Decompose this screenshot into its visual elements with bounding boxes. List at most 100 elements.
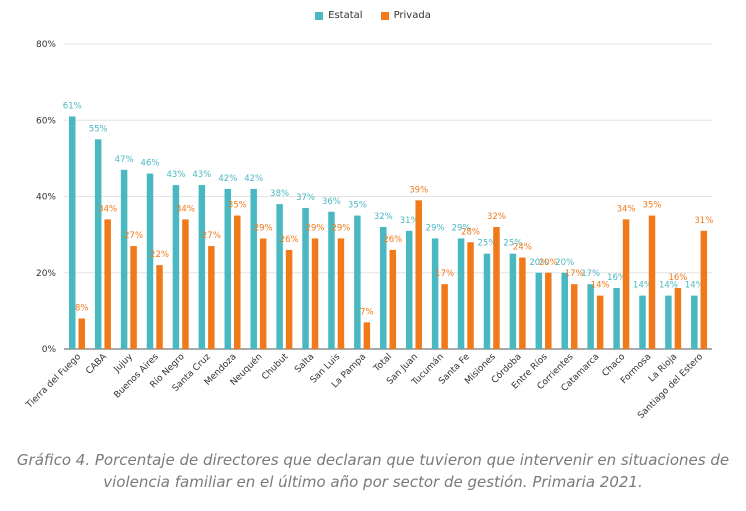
legend-item-privada[interactable]: Privada: [380, 10, 431, 21]
chart-legend: Estatal Privada: [0, 10, 746, 21]
data-label-privada: 17%: [565, 269, 584, 279]
x-tick-label: Salta: [293, 352, 316, 375]
bar-estatal[interactable]: [302, 207, 309, 349]
bar-privada[interactable]: [596, 295, 604, 349]
bar-privada[interactable]: [104, 219, 111, 349]
data-label-privada: 22%: [150, 250, 169, 260]
legend-item-estatal[interactable]: Estatal: [315, 10, 363, 21]
bar-estatal[interactable]: [120, 169, 128, 349]
bar-privada[interactable]: [622, 219, 630, 349]
data-label-privada: 32%: [487, 212, 506, 222]
bar-privada[interactable]: [441, 284, 448, 349]
data-label-privada: 17%: [435, 269, 454, 279]
bar-privada[interactable]: [519, 257, 526, 350]
x-tick-label: Jujuy: [112, 352, 136, 376]
bar-privada[interactable]: [467, 242, 474, 349]
bar-estatal[interactable]: [94, 139, 102, 349]
bar-estatal[interactable]: [561, 272, 568, 349]
data-label-estatal: 29%: [426, 223, 445, 233]
bar-estatal[interactable]: [198, 185, 206, 349]
bar-estatal[interactable]: [457, 238, 465, 349]
data-label-privada: 29%: [254, 223, 273, 233]
data-label-estatal: 25%: [503, 239, 522, 249]
data-label-estatal: 32%: [374, 212, 393, 222]
bar-estatal[interactable]: [146, 173, 154, 349]
y-tick-label: 80%: [36, 40, 56, 50]
data-label-estatal: 14%: [685, 281, 704, 291]
data-label-estatal: 55%: [89, 124, 108, 134]
data-label-privada: 14%: [591, 281, 610, 291]
chart-caption: Gráfico 4. Porcentaje de directores que …: [16, 451, 730, 491]
bar-estatal[interactable]: [639, 295, 646, 349]
x-tick-label: Tierra del Fuego: [24, 352, 83, 411]
data-label-estatal: 35%: [348, 201, 367, 211]
data-label-estatal: 17%: [581, 269, 600, 279]
bar-estatal[interactable]: [224, 188, 232, 349]
data-label-privada: 39%: [409, 185, 428, 195]
data-label-privada: 31%: [694, 216, 713, 226]
data-label-privada: 7%: [360, 307, 374, 317]
legend-swatch-estatal: [315, 11, 324, 20]
data-label-estatal: 47%: [115, 155, 134, 165]
bar-estatal[interactable]: [691, 295, 698, 349]
data-label-estatal: 42%: [218, 174, 237, 184]
data-label-estatal: 43%: [166, 170, 185, 180]
bar-estatal[interactable]: [405, 230, 413, 349]
data-label-privada: 27%: [124, 231, 143, 241]
data-label-privada: 35%: [643, 201, 662, 211]
data-label-estatal: 42%: [244, 174, 263, 184]
data-label-estatal: 29%: [452, 223, 471, 233]
bar-estatal[interactable]: [613, 288, 620, 349]
bar-privada[interactable]: [648, 215, 656, 349]
bar-privada[interactable]: [389, 249, 397, 349]
bar-privada[interactable]: [156, 265, 163, 349]
bar-privada[interactable]: [182, 219, 189, 349]
bar-privada[interactable]: [208, 246, 215, 349]
data-label-privada: 34%: [98, 204, 117, 214]
bar-privada[interactable]: [545, 272, 552, 349]
bar-estatal[interactable]: [354, 215, 361, 349]
bar-privada[interactable]: [311, 238, 319, 349]
bar-privada[interactable]: [700, 230, 708, 349]
bar-privada[interactable]: [363, 322, 371, 349]
bar-privada[interactable]: [415, 200, 422, 349]
bar-chart: 0% 20% 40% 60% 80% 61% 8% Tierra del Fuego 55% 34…: [24, 40, 713, 421]
data-label-privada: 26%: [383, 235, 402, 245]
bar-privada[interactable]: [674, 288, 682, 349]
data-label-estatal: 43%: [192, 170, 211, 180]
data-label-privada: 16%: [668, 273, 687, 283]
data-label-privada: 24%: [513, 243, 532, 253]
bar-privada[interactable]: [234, 215, 241, 349]
data-label-privada: 35%: [228, 201, 247, 211]
y-tick-label: 40%: [36, 193, 56, 203]
bar-privada[interactable]: [130, 246, 137, 349]
bar-privada[interactable]: [259, 238, 267, 349]
bar-estatal[interactable]: [69, 116, 76, 349]
bar-estatal[interactable]: [328, 211, 335, 349]
bar-estatal[interactable]: [380, 227, 387, 349]
data-label-estatal: 31%: [400, 216, 419, 226]
bar-estatal[interactable]: [509, 253, 517, 349]
bar-estatal[interactable]: [172, 185, 180, 349]
bar-privada[interactable]: [337, 238, 345, 349]
data-label-estatal: 25%: [478, 239, 497, 249]
bar-privada[interactable]: [285, 249, 293, 349]
data-label-privada: 28%: [461, 227, 480, 237]
data-label-estatal: 46%: [141, 159, 160, 169]
legend-swatch-privada: [380, 11, 389, 20]
bar-privada[interactable]: [493, 227, 500, 349]
data-label-estatal: 20%: [529, 258, 548, 268]
bar-estatal[interactable]: [250, 188, 257, 349]
bar-estatal[interactable]: [535, 272, 543, 349]
data-label-estatal: 16%: [607, 273, 626, 283]
bar-privada[interactable]: [78, 318, 86, 350]
legend-label-privada: Privada: [393, 10, 431, 21]
bar-estatal[interactable]: [276, 204, 283, 349]
y-tick-label: 60%: [36, 116, 56, 126]
bar-privada[interactable]: [570, 284, 578, 349]
bar-estatal[interactable]: [483, 253, 491, 349]
bar-estatal[interactable]: [587, 284, 594, 349]
bar-estatal[interactable]: [665, 295, 672, 349]
bar-estatal[interactable]: [431, 238, 439, 349]
data-label-privada: 26%: [280, 235, 299, 245]
